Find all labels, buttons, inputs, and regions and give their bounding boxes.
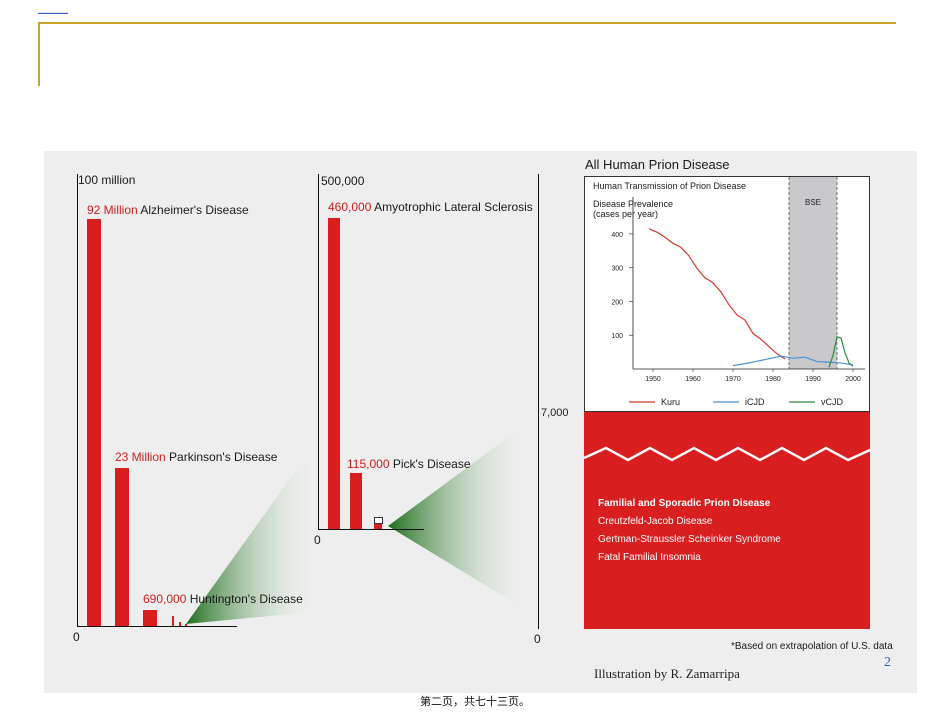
header-rule	[38, 22, 896, 24]
prion-block-title: Familial and Sporadic Prion Disease	[598, 498, 771, 509]
right-chart-title: All Human Prion Disease	[585, 157, 730, 172]
label-parkinsons-value: 23 Million	[115, 450, 166, 464]
header-side-rule	[38, 22, 40, 86]
series-line-icjd	[732, 355, 854, 367]
legend-label-kuru: Kuru	[661, 397, 680, 407]
funnel-left	[186, 448, 312, 624]
inset-y-tick-label: 300	[611, 266, 623, 273]
inset-title: Human Transmission of Prion Disease	[593, 181, 747, 191]
right-axis-mark: 7,000	[541, 407, 569, 419]
prion-block	[584, 412, 870, 629]
inset-y-tick-label: 400	[611, 232, 623, 239]
page-number: 2	[884, 655, 891, 670]
legend-label-icjd: iCJD	[745, 397, 765, 407]
label-picks-value: 115,000	[347, 457, 390, 471]
inset-ylabel-2: (cases per year)	[593, 209, 659, 219]
left-x-axis	[77, 626, 237, 627]
label-alzheimers-value: 92 Million	[87, 203, 138, 217]
bar-huntingtons	[143, 610, 157, 626]
inset-x-tick-label: 1970	[725, 376, 741, 383]
label-als-value: 460,000	[328, 200, 372, 214]
prion-block-item: Creutzfeld-Jacob Disease	[598, 516, 713, 527]
label-huntingtons-value: 690,000	[143, 592, 187, 606]
inset-x-tick-label: 1990	[805, 376, 821, 383]
bar-tiny-2	[179, 622, 181, 626]
bse-label: BSE	[805, 198, 821, 207]
left-y-axis	[77, 174, 78, 627]
mid-axis-top-label: 500,000	[321, 174, 365, 188]
inset-plot: BSE 400 300 200 100 1950 1960 1970 1980 1990 2000 K…	[611, 177, 865, 407]
inset-y-tick-label: 100	[611, 333, 623, 340]
header-link[interactable]: __________________	[38, 9, 69, 13]
series-line-kuru	[648, 228, 786, 360]
prion-block-item: Gertman-Straussler Scheinker Syndrome	[598, 534, 781, 545]
bar-als	[328, 218, 340, 529]
inset-x-tick-label: 1950	[645, 376, 661, 383]
bar-tiny-1	[172, 616, 174, 626]
label-picks: 115,000 Pick's Disease	[347, 457, 471, 471]
bar-prion-outline	[374, 517, 383, 524]
left-axis-zero-label: 0	[73, 630, 80, 644]
inset-y-tick-label: 200	[611, 299, 623, 306]
prion-block-item: Fatal Familial Insomnia	[598, 552, 701, 563]
funnel-right	[388, 424, 526, 610]
footer-text: 第二页，共七十三页。	[420, 696, 530, 708]
bse-band	[789, 177, 837, 369]
label-huntingtons-name: Huntington's Disease	[189, 592, 303, 606]
zoom-funnels	[186, 424, 526, 624]
inset-x-tick-label: 1980	[765, 376, 781, 383]
bar-prion-small	[374, 523, 382, 529]
break-zigzag	[584, 446, 870, 462]
mid-y-axis	[318, 174, 319, 530]
bar-alzheimers	[87, 219, 101, 626]
inset-chart: Human Transmission of Prion Disease Dise…	[584, 176, 870, 412]
label-parkinsons: 23 Million Parkinson's Disease	[115, 450, 277, 464]
label-huntingtons: 690,000 Huntington's Disease	[143, 592, 303, 606]
bar-tiny-3	[185, 624, 187, 626]
series-line-vcjd	[828, 336, 854, 368]
legend-label-vcjd: vCJD	[821, 397, 843, 407]
inset-x-tick-label: 2000	[845, 376, 861, 383]
label-als: 460,000 Amyotrophic Lateral Sclerosis	[328, 200, 533, 214]
bar-picks	[350, 473, 362, 529]
extrapolation-note: *Based on extrapolation of U.S. data	[731, 641, 893, 652]
bar-parkinsons	[115, 468, 129, 626]
label-parkinsons-name: Parkinson's Disease	[169, 450, 278, 464]
right-axis-zero: 0	[534, 632, 541, 646]
label-als-name: Amyotrophic Lateral Sclerosis	[374, 200, 533, 214]
label-picks-name: Pick's Disease	[392, 457, 471, 471]
inset-x-tick-label: 1960	[685, 376, 701, 383]
left-axis-top-label: 100 million	[78, 173, 136, 187]
right-y-axis	[538, 174, 539, 629]
label-alzheimers-name: Alzheimer's Disease	[140, 203, 249, 217]
label-alzheimers: 92 Million Alzheimer's Disease	[87, 203, 249, 217]
mid-axis-zero-label: 0	[314, 533, 321, 547]
illustration-credit: Illustration by R. Zamarripa	[594, 666, 740, 681]
mid-x-axis	[318, 529, 424, 530]
